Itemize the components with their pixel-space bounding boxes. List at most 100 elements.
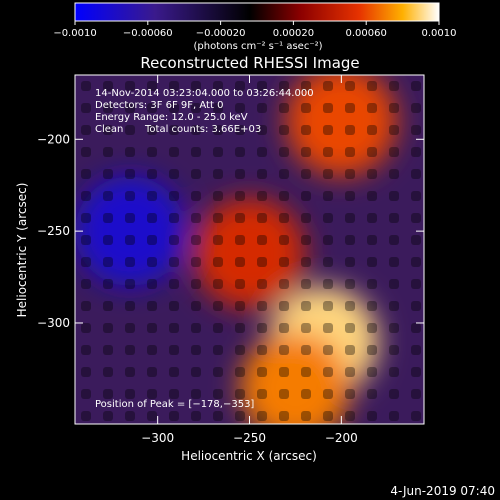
heatmap-texture-cell xyxy=(125,147,135,157)
heatmap-texture-cell xyxy=(103,169,113,179)
heatmap-texture-cell xyxy=(389,301,399,311)
colorbar-ticks: −0.0010 −0.00060 −0.00020 0.00020 0.00060 0.0… xyxy=(53,21,457,39)
heatmap-texture-cell xyxy=(169,345,179,355)
colorbar-tick-label: −0.00020 xyxy=(196,28,246,39)
heatmap-texture-cell xyxy=(169,367,179,377)
heatmap-texture-cell xyxy=(191,169,201,179)
heatmap-texture-cell xyxy=(125,235,135,245)
heatmap-texture-cell xyxy=(389,169,399,179)
heatmap-regions xyxy=(75,75,397,424)
heatmap-texture-cell xyxy=(125,279,135,289)
annotation-time-range: 14-Nov-2014 03:23:04.000 to 03:26:44.000 xyxy=(95,88,314,99)
heatmap-texture-cell xyxy=(81,345,91,355)
heatmap-texture-cell xyxy=(367,411,377,421)
heatmap-texture-cell xyxy=(191,323,201,333)
heatmap-texture-cell xyxy=(103,323,113,333)
heatmap-texture-cell xyxy=(345,103,355,113)
heatmap-texture-cell xyxy=(367,367,377,377)
heatmap-texture-cell xyxy=(235,301,245,311)
heatmap-texture-cell xyxy=(235,279,245,289)
heatmap-texture-cell xyxy=(345,279,355,289)
heatmap-texture-cell xyxy=(345,147,355,157)
heatmap-texture-cell xyxy=(191,191,201,201)
heatmap-texture-cell xyxy=(103,147,113,157)
heatmap-texture-cell xyxy=(191,301,201,311)
heatmap-texture-cell xyxy=(367,345,377,355)
heatmap-texture-cell xyxy=(103,191,113,201)
heatmap-texture-cell xyxy=(235,345,245,355)
heatmap-texture-cell xyxy=(213,301,223,311)
heatmap-texture-cell xyxy=(125,103,135,113)
heatmap-texture-cell xyxy=(125,213,135,223)
heatmap-texture-cell xyxy=(367,301,377,311)
heatmap-texture-cell xyxy=(103,411,113,421)
heatmap-texture-cell xyxy=(257,279,267,289)
heatmap-texture-cell xyxy=(367,125,377,135)
heatmap-texture-cell xyxy=(235,389,245,399)
heatmap-texture-cell xyxy=(345,213,355,223)
heatmap-texture-cell xyxy=(345,235,355,245)
heatmap-texture-cell xyxy=(191,213,201,223)
heatmap-texture-cell xyxy=(125,81,135,91)
annotation-detectors: Detectors: 3F 6F 9F, Att 0 xyxy=(95,100,223,111)
heatmap-texture-cell xyxy=(81,411,91,421)
heatmap-texture-cell xyxy=(147,279,157,289)
heatmap-texture-cell xyxy=(147,191,157,201)
heatmap-texture-cell xyxy=(103,125,113,135)
heatmap-texture-cell xyxy=(125,345,135,355)
heatmap-texture-cell xyxy=(147,411,157,421)
heatmap-texture-cell xyxy=(235,367,245,377)
heatmap-texture-cell xyxy=(191,235,201,245)
heatmap-texture-cell xyxy=(411,191,421,201)
heatmap-texture-cell xyxy=(103,235,113,245)
heatmap-texture-cell xyxy=(213,103,223,113)
heatmap-texture-cell xyxy=(213,323,223,333)
heatmap-texture-cell xyxy=(279,147,289,157)
heatmap-texture-cell xyxy=(257,323,267,333)
heatmap-texture-cell xyxy=(257,169,267,179)
heatmap-texture-cell xyxy=(103,279,113,289)
heatmap-texture-cell xyxy=(147,147,157,157)
heatmap-texture-cell xyxy=(367,213,377,223)
heatmap-texture-cell xyxy=(169,81,179,91)
chart-title: Reconstructed RHESSI Image xyxy=(140,54,359,72)
heatmap-texture-cell xyxy=(301,345,311,355)
heatmap-texture-cell xyxy=(389,81,399,91)
heatmap-texture-cell xyxy=(103,345,113,355)
heatmap-texture-cell xyxy=(389,389,399,399)
axis-ticks: −300 −250 −200 −200 −250 −300 xyxy=(37,75,424,445)
heatmap-texture-cell xyxy=(279,279,289,289)
heatmap-texture-cell xyxy=(323,323,333,333)
heatmap-texture-cell xyxy=(323,191,333,201)
heatmap-texture-cell xyxy=(367,169,377,179)
heatmap-texture-cell xyxy=(147,367,157,377)
heatmap-texture-cell xyxy=(125,411,135,421)
heatmap-texture-cell xyxy=(81,367,91,377)
heatmap-texture-cell xyxy=(279,191,289,201)
heatmap-texture-cell xyxy=(191,81,201,91)
heatmap-texture-cell xyxy=(389,147,399,157)
heatmap-texture-cell xyxy=(323,125,333,135)
heatmap-texture-cell xyxy=(191,411,201,421)
image-annotations: 14-Nov-2014 03:23:04.000 to 03:26:44.000… xyxy=(95,88,314,410)
heatmap-texture-cell xyxy=(301,389,311,399)
heatmap-texture-cell xyxy=(367,389,377,399)
heatmap-texture-cell xyxy=(81,389,91,399)
heatmap-texture-cell xyxy=(411,213,421,223)
heatmap-texture-cell xyxy=(169,213,179,223)
heatmap-texture-cell xyxy=(213,169,223,179)
heatmap-texture-cell xyxy=(147,103,157,113)
heatmap-texture-cell xyxy=(411,279,421,289)
heatmap-texture-cell xyxy=(367,103,377,113)
heatmap-texture-cell xyxy=(345,191,355,201)
heatmap-texture-cell xyxy=(169,257,179,267)
heatmap-texture-cell xyxy=(279,411,289,421)
heatmap-texture-cell xyxy=(301,411,311,421)
heatmap-texture-cell xyxy=(213,213,223,223)
heatmap-texture-cell xyxy=(279,103,289,113)
heatmap-texture-cell xyxy=(279,367,289,377)
heatmap-texture-cell xyxy=(235,147,245,157)
heatmap-texture-cell xyxy=(125,191,135,201)
colorbar-tick-label: 0.00060 xyxy=(346,28,387,39)
